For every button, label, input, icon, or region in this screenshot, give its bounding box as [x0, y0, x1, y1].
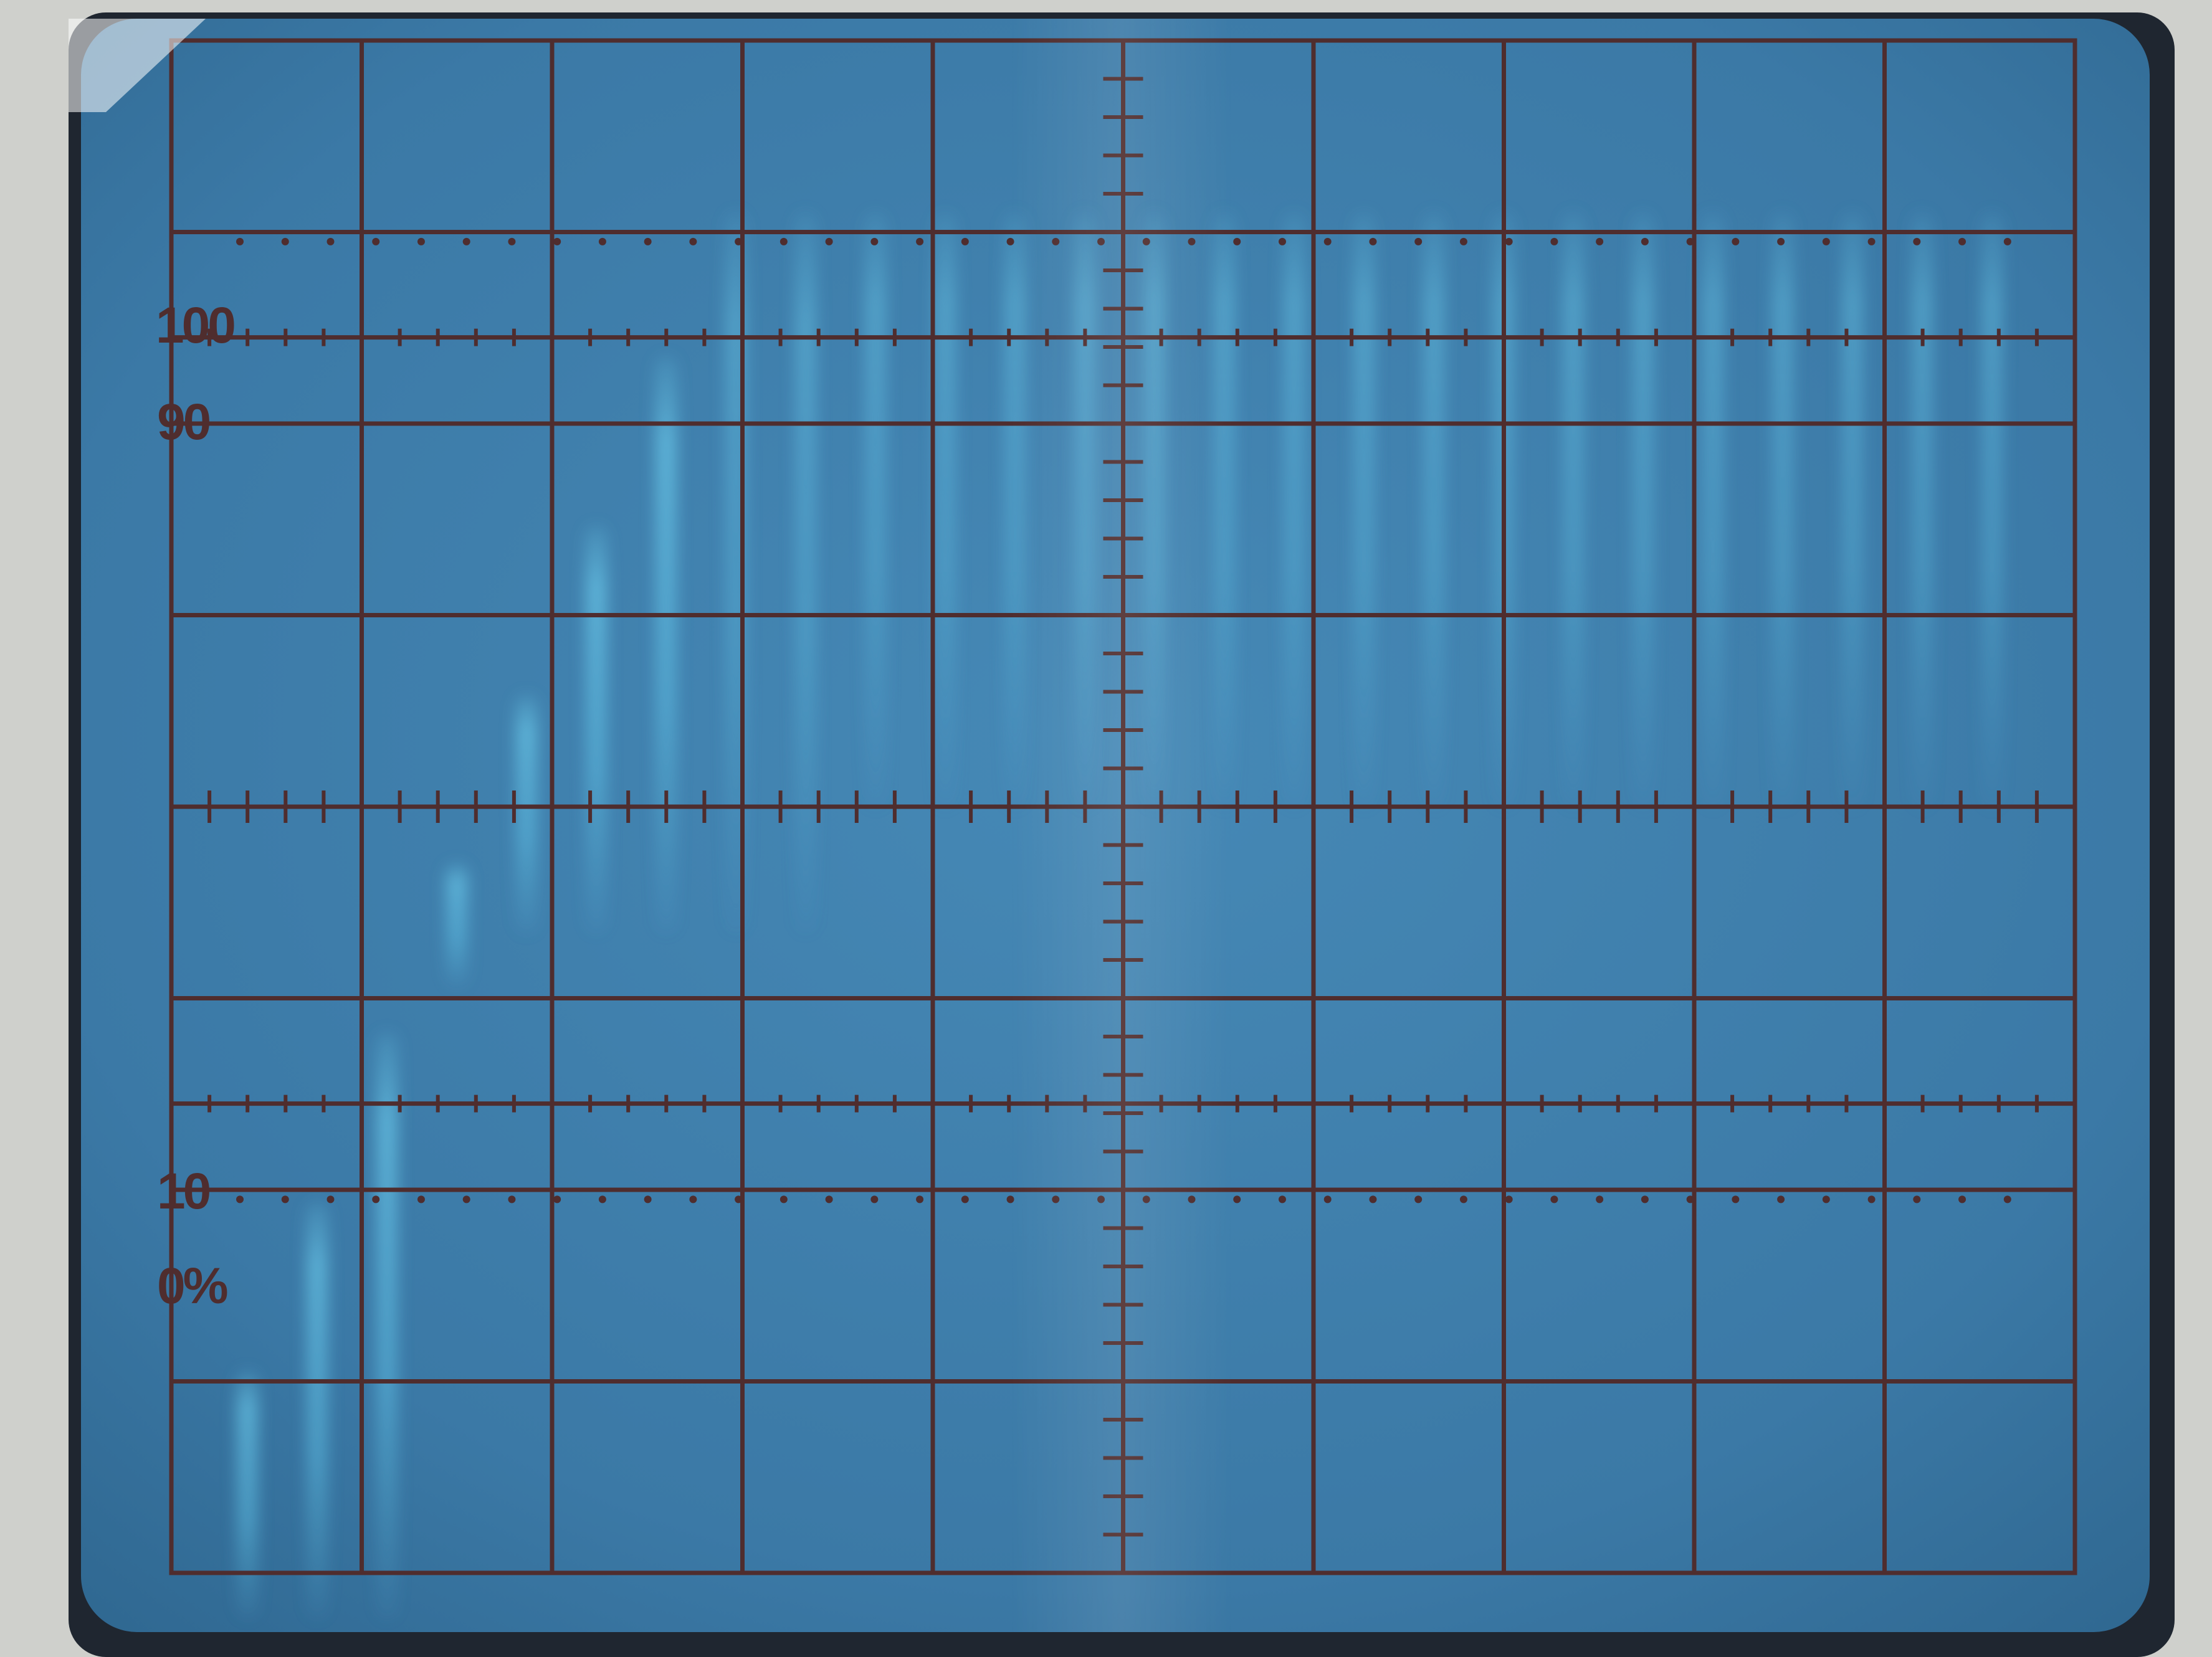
- dotted-line-dot: [1278, 237, 1286, 245]
- dotted-line-dot: [870, 237, 879, 245]
- dotted-line-dot: [1867, 1195, 1876, 1204]
- dotted-line-dot: [462, 1195, 470, 1204]
- dotted-line-dot: [372, 1195, 380, 1204]
- dotted-line-dot: [417, 1195, 425, 1204]
- trace-streak: [446, 863, 467, 988]
- trace-streak: [795, 212, 816, 934]
- dotted-line-dot: [327, 237, 335, 245]
- dotted-line-dot: [1323, 237, 1332, 245]
- dotted-line-dot: [1913, 1195, 1921, 1204]
- dotted-line-dot: [779, 237, 788, 245]
- dotted-line-dot: [689, 1195, 697, 1204]
- trace-streak: [1353, 212, 1375, 810]
- dotted-line-dot: [598, 237, 606, 245]
- dotted-line-dot: [2003, 1195, 2011, 1204]
- dotted-line-dot: [1505, 237, 1513, 245]
- dotted-line-dot: [1958, 237, 1966, 245]
- dotted-line-dot: [1550, 1195, 1558, 1204]
- dotted-line-dot: [961, 237, 969, 245]
- trace-streak: [1423, 212, 1444, 810]
- dotted-line-dot: [553, 237, 561, 245]
- trace-streak: [1563, 212, 1584, 810]
- trace-streak: [376, 1032, 398, 1620]
- dotted-line-dot: [598, 1195, 606, 1204]
- dotted-line-dot: [417, 237, 425, 245]
- dotted-line-dot: [870, 1195, 879, 1204]
- trace-streak: [1912, 212, 1933, 810]
- dotted-line-dot: [961, 1195, 969, 1204]
- dotted-line-dot: [689, 237, 697, 245]
- dotted-line-dot: [644, 1195, 652, 1204]
- dotted-line-dot: [1777, 1195, 1785, 1204]
- dotted-line-dot: [327, 1195, 335, 1204]
- dotted-line-dot: [1958, 1195, 1966, 1204]
- label-10: 10: [157, 1163, 210, 1220]
- dotted-line-dot: [1822, 1195, 1830, 1204]
- trace-streak: [935, 212, 956, 810]
- dotted-line-dot: [236, 237, 244, 245]
- dotted-line-dot: [1369, 237, 1377, 245]
- dotted-line-dot: [1596, 1195, 1604, 1204]
- dotted-line-dot: [281, 237, 289, 245]
- dotted-line-dot: [1414, 1195, 1423, 1204]
- dotted-line-dot: [825, 1195, 833, 1204]
- dotted-line-dot: [508, 1195, 516, 1204]
- trace-streak: [516, 694, 537, 934]
- dotted-line-dot: [508, 237, 516, 245]
- dotted-line-dot: [735, 1195, 743, 1204]
- dotted-line-dot: [281, 1195, 289, 1204]
- trace-streak: [1633, 212, 1654, 810]
- dotted-line-dot: [1686, 237, 1694, 245]
- dotted-line-dot: [1777, 237, 1785, 245]
- trace-streak: [307, 1201, 328, 1620]
- trace-streak: [237, 1370, 258, 1620]
- trace-streak: [1772, 212, 1793, 810]
- trace-streak: [1702, 212, 1723, 810]
- dotted-line-dot: [1641, 1195, 1649, 1204]
- dotted-line-dot: [825, 237, 833, 245]
- dotted-line-dot: [553, 1195, 561, 1204]
- trace-streak: [655, 356, 677, 934]
- dotted-line-dot: [779, 1195, 788, 1204]
- label-90: 90: [157, 394, 210, 450]
- trace-streak: [586, 525, 607, 934]
- dotted-line-dot: [1459, 237, 1467, 245]
- dotted-line-dot: [1913, 237, 1921, 245]
- dotted-line-dot: [462, 237, 470, 245]
- dotted-line-dot: [2003, 237, 2011, 245]
- dotted-line-dot: [236, 1195, 244, 1204]
- dotted-line-dot: [1732, 237, 1740, 245]
- dotted-line-dot: [372, 237, 380, 245]
- dotted-line-dot: [1369, 1195, 1377, 1204]
- dotted-line-dot: [1550, 237, 1558, 245]
- label-100: 100: [156, 297, 234, 354]
- dotted-line-dot: [1867, 237, 1876, 245]
- dotted-line-dot: [1233, 237, 1241, 245]
- trace-streak: [1284, 212, 1305, 810]
- trace-glow: [237, 212, 2003, 1620]
- dotted-line-dot: [1686, 1195, 1694, 1204]
- dotted-line-dot: [1414, 237, 1423, 245]
- trace-streak: [865, 212, 886, 810]
- dotted-line-dot: [1459, 1195, 1467, 1204]
- trace-streak: [1981, 212, 2003, 810]
- dotted-line-dot: [916, 1195, 924, 1204]
- glass-sheen: [1009, 19, 1234, 1632]
- dotted-line-dot: [1278, 1195, 1286, 1204]
- dotted-line-dot: [1505, 1195, 1513, 1204]
- dotted-line-dot: [1233, 1195, 1241, 1204]
- dotted-line-dot: [1641, 237, 1649, 245]
- dotted-line-dot: [916, 237, 924, 245]
- dotted-line-dot: [735, 237, 743, 245]
- label-0: 0%: [157, 1258, 227, 1314]
- dotted-line-dot: [1323, 1195, 1332, 1204]
- dotted-line-dot: [1732, 1195, 1740, 1204]
- trace-streak: [1842, 212, 1863, 810]
- glass-glare: [69, 19, 206, 112]
- dotted-line-dot: [1822, 237, 1830, 245]
- dotted-line-dot: [644, 237, 652, 245]
- dotted-line-dot: [1596, 237, 1604, 245]
